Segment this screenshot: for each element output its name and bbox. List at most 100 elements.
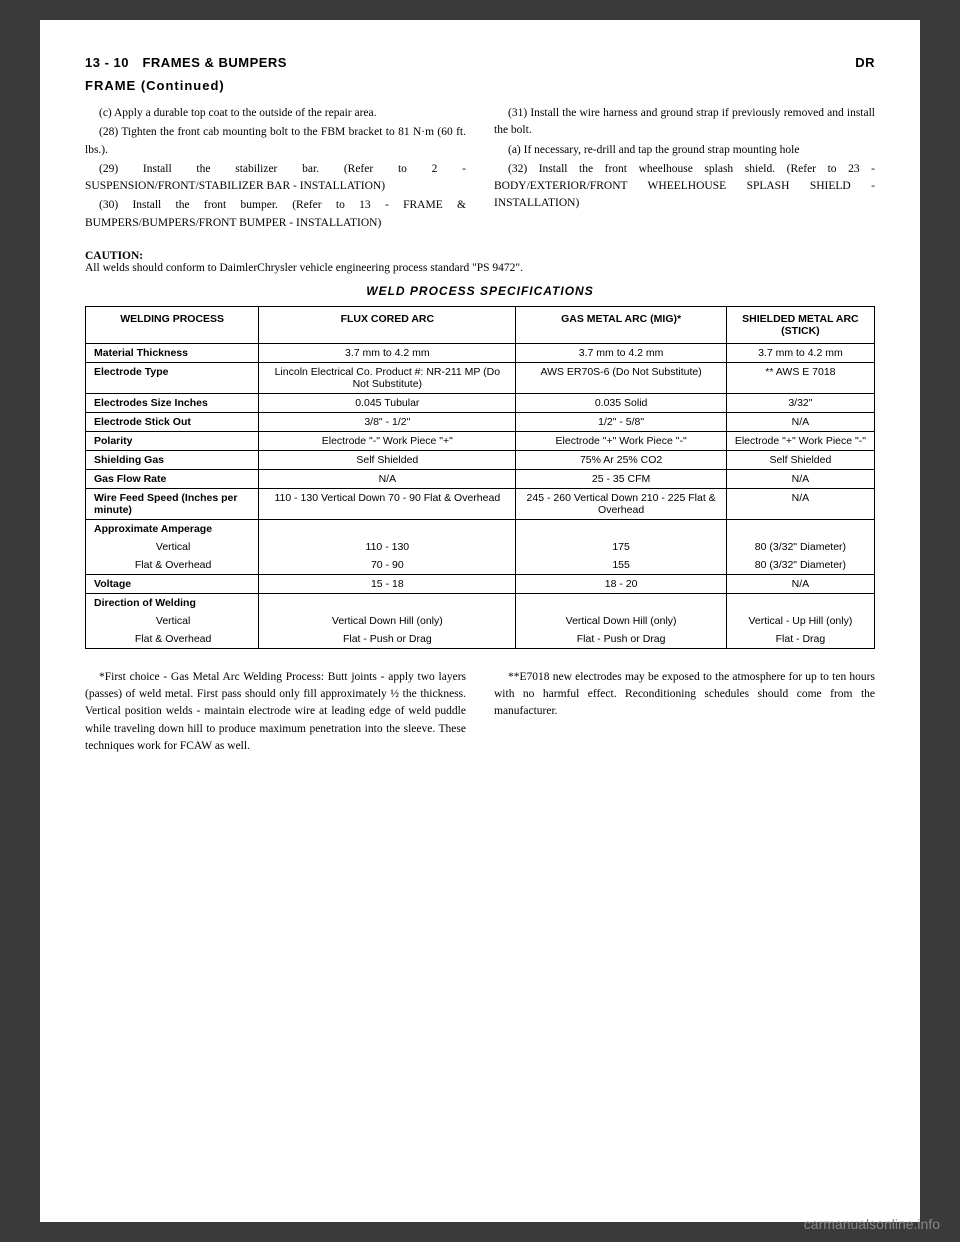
cell: N/A <box>259 469 516 488</box>
right-column: (31) Install the wire harness and ground… <box>494 105 875 234</box>
row-label: Polarity <box>86 431 259 450</box>
cell: Electrode "-" Work Piece "+" <box>259 431 516 450</box>
cell: 3/32" <box>726 393 874 412</box>
cell: 80 (3/32" Diameter) <box>726 538 874 556</box>
sub-label: Vertical <box>86 612 259 630</box>
cell: Self Shielded <box>726 450 874 469</box>
row-label: Gas Flow Rate <box>86 469 259 488</box>
left-column: (c) Apply a durable top coat to the outs… <box>85 105 466 234</box>
footnote-left: *First choice - Gas Metal Arc Welding Pr… <box>85 669 466 757</box>
header-right: DR <box>855 55 875 70</box>
cell: N/A <box>726 574 874 593</box>
cell: Flat - Push or Drag <box>516 630 726 649</box>
table-row: Flat & Overhead 70 - 90 155 80 (3/32" Di… <box>86 556 875 575</box>
cell: Vertical Down Hill (only) <box>516 612 726 630</box>
table-row: Electrodes Size Inches0.045 Tubular0.035… <box>86 393 875 412</box>
cell: Lincoln Electrical Co. Product #: NR-211… <box>259 362 516 393</box>
weld-spec-table: WELDING PROCESS FLUX CORED ARC GAS METAL… <box>85 306 875 649</box>
cell <box>516 593 726 612</box>
cell: ** AWS E 7018 <box>726 362 874 393</box>
table-row: Vertical Vertical Down Hill (only) Verti… <box>86 612 875 630</box>
cell: 75% Ar 25% CO2 <box>516 450 726 469</box>
para: (a) If necessary, re-drill and tap the g… <box>494 142 875 159</box>
cell: Flat - Drag <box>726 630 874 649</box>
footnotes: *First choice - Gas Metal Arc Welding Pr… <box>85 669 875 757</box>
cell: 3.7 mm to 4.2 mm <box>516 343 726 362</box>
cell: 1/2" - 5/8" <box>516 412 726 431</box>
th: FLUX CORED ARC <box>259 306 516 343</box>
table-row: Shielding GasSelf Shielded75% Ar 25% CO2… <box>86 450 875 469</box>
para: (29) Install the stabilizer bar. (Refer … <box>85 161 466 196</box>
cell: 175 <box>516 538 726 556</box>
cell: 70 - 90 <box>259 556 516 575</box>
row-label: Electrode Type <box>86 362 259 393</box>
cell <box>259 593 516 612</box>
row-label: Wire Feed Speed (Inches per minute) <box>86 488 259 519</box>
cell: 0.045 Tubular <box>259 393 516 412</box>
watermark: carmanualsonline.info <box>804 1216 940 1232</box>
table-row: Gas Flow RateN/A25 - 35 CFMN/A <box>86 469 875 488</box>
para: (c) Apply a durable top coat to the outs… <box>85 105 466 122</box>
table-row: Flat & Overhead Flat - Push or Drag Flat… <box>86 630 875 649</box>
caution-text: All welds should conform to DaimlerChrys… <box>85 262 523 274</box>
cell: 3.7 mm to 4.2 mm <box>259 343 516 362</box>
row-label: Approximate Amperage <box>86 519 259 538</box>
para: (31) Install the wire harness and ground… <box>494 105 875 140</box>
cell: N/A <box>726 469 874 488</box>
body-columns: (c) Apply a durable top coat to the outs… <box>85 105 875 234</box>
table-row: PolarityElectrode "-" Work Piece "+"Elec… <box>86 431 875 450</box>
row-label: Direction of Welding <box>86 593 259 612</box>
cell: Electrode "+" Work Piece "-" <box>726 431 874 450</box>
row-label: Voltage <box>86 574 259 593</box>
cell: Self Shielded <box>259 450 516 469</box>
cell: AWS ER70S-6 (Do Not Substitute) <box>516 362 726 393</box>
cell: 110 - 130 <box>259 538 516 556</box>
footnote-text: *First choice - Gas Metal Arc Welding Pr… <box>85 669 466 755</box>
manual-page: 13 - 10 FRAMES & BUMPERS DR FRAME (Conti… <box>40 20 920 1222</box>
cell: Vertical - Up Hill (only) <box>726 612 874 630</box>
para: (30) Install the front bumper. (Refer to… <box>85 197 466 232</box>
th: SHIELDED METAL ARC (STICK) <box>726 306 874 343</box>
table-title: WELD PROCESS SPECIFICATIONS <box>85 284 875 298</box>
footnote-text: **E7018 new electrodes may be exposed to… <box>494 669 875 721</box>
cell: 18 - 20 <box>516 574 726 593</box>
cell <box>259 519 516 538</box>
row-label: Electrodes Size Inches <box>86 393 259 412</box>
para: (28) Tighten the front cab mounting bolt… <box>85 124 466 159</box>
cell: N/A <box>726 412 874 431</box>
page-header: 13 - 10 FRAMES & BUMPERS DR <box>85 55 875 70</box>
cell <box>516 519 726 538</box>
th: WELDING PROCESS <box>86 306 259 343</box>
cell: Vertical Down Hill (only) <box>259 612 516 630</box>
sub-label: Flat & Overhead <box>86 556 259 575</box>
cell <box>726 593 874 612</box>
header-left: 13 - 10 FRAMES & BUMPERS <box>85 55 287 70</box>
cell: 0.035 Solid <box>516 393 726 412</box>
table-row: Material Thickness3.7 mm to 4.2 mm3.7 mm… <box>86 343 875 362</box>
table-header-row: WELDING PROCESS FLUX CORED ARC GAS METAL… <box>86 306 875 343</box>
table-row: Vertical 110 - 130 175 80 (3/32" Diamete… <box>86 538 875 556</box>
cell: 245 - 260 Vertical Down 210 - 225 Flat &… <box>516 488 726 519</box>
cell: 3.7 mm to 4.2 mm <box>726 343 874 362</box>
row-label: Shielding Gas <box>86 450 259 469</box>
sub-label: Vertical <box>86 538 259 556</box>
table-row: Electrode Stick Out3/8" - 1/2"1/2" - 5/8… <box>86 412 875 431</box>
cell: Electrode "+" Work Piece "-" <box>516 431 726 450</box>
cell <box>726 519 874 538</box>
sub-label: Flat & Overhead <box>86 630 259 649</box>
section-continued: FRAME (Continued) <box>85 78 875 93</box>
caution-label: CAUTION: <box>85 250 143 262</box>
table-row: Wire Feed Speed (Inches per minute)110 -… <box>86 488 875 519</box>
cell: 155 <box>516 556 726 575</box>
cell: 15 - 18 <box>259 574 516 593</box>
row-label: Electrode Stick Out <box>86 412 259 431</box>
th: GAS METAL ARC (MIG)* <box>516 306 726 343</box>
cell: N/A <box>726 488 874 519</box>
cell: 3/8" - 1/2" <box>259 412 516 431</box>
footnote-right: **E7018 new electrodes may be exposed to… <box>494 669 875 757</box>
cell: Flat - Push or Drag <box>259 630 516 649</box>
para: (32) Install the front wheelhouse splash… <box>494 161 875 213</box>
table-row: Direction of Welding <box>86 593 875 612</box>
table-row: Approximate Amperage <box>86 519 875 538</box>
table-row: Voltage 15 - 18 18 - 20 N/A <box>86 574 875 593</box>
